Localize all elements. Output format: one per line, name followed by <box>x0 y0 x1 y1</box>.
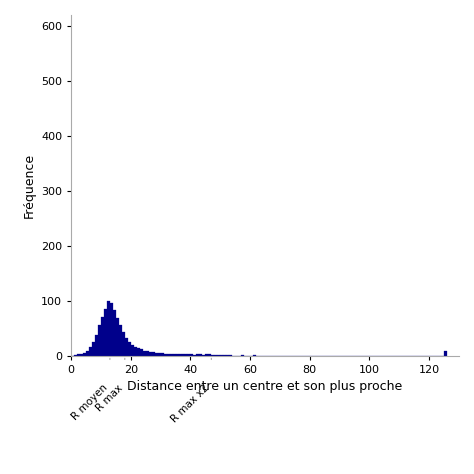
Bar <box>155 353 158 356</box>
Bar <box>217 355 220 356</box>
Bar <box>209 355 211 356</box>
Bar <box>220 355 223 356</box>
Bar <box>173 355 175 356</box>
Bar <box>104 309 107 356</box>
X-axis label: Distance entre un centre et son plus proche: Distance entre un centre et son plus pro… <box>128 380 403 393</box>
Bar <box>146 351 149 356</box>
Bar <box>77 355 80 356</box>
Bar <box>214 355 217 356</box>
Bar <box>95 335 98 356</box>
Bar <box>128 342 131 356</box>
Text: R max: R max <box>94 383 125 413</box>
Bar <box>241 355 244 356</box>
Text: R max x2: R max x2 <box>170 383 211 424</box>
Bar <box>98 325 101 356</box>
Bar <box>182 355 184 356</box>
Bar <box>125 338 128 356</box>
Bar <box>116 318 119 356</box>
Bar <box>175 355 179 356</box>
Bar <box>92 342 95 356</box>
Bar <box>140 349 143 356</box>
Bar <box>113 310 116 356</box>
Bar <box>152 352 155 356</box>
Y-axis label: Fréquence: Fréquence <box>22 153 36 218</box>
Bar <box>161 353 164 356</box>
Bar <box>137 348 140 356</box>
Bar <box>131 345 134 356</box>
Text: R moyen: R moyen <box>70 383 110 422</box>
Bar <box>74 355 77 356</box>
Bar <box>196 355 200 356</box>
Bar <box>191 355 193 356</box>
Bar <box>444 351 447 356</box>
Bar <box>202 355 205 356</box>
Bar <box>223 355 226 356</box>
Bar <box>86 351 89 356</box>
Bar <box>110 303 113 356</box>
Bar <box>143 351 146 356</box>
Bar <box>107 301 110 356</box>
Bar <box>83 353 86 356</box>
Bar <box>149 352 152 356</box>
Bar <box>188 355 191 356</box>
Bar <box>205 355 209 356</box>
Bar <box>101 317 104 356</box>
Bar <box>164 354 166 356</box>
Bar <box>229 355 232 356</box>
Bar <box>200 355 202 356</box>
Bar <box>184 355 188 356</box>
Bar <box>89 347 92 356</box>
Bar <box>179 355 182 356</box>
Bar <box>134 346 137 356</box>
Bar <box>119 325 122 356</box>
Bar <box>122 332 125 356</box>
Bar <box>253 355 256 356</box>
Bar <box>193 355 196 356</box>
Bar <box>226 355 229 356</box>
Bar <box>80 354 83 356</box>
Bar <box>166 354 170 356</box>
Bar <box>211 355 214 356</box>
Bar <box>170 354 173 356</box>
Bar <box>158 353 161 356</box>
